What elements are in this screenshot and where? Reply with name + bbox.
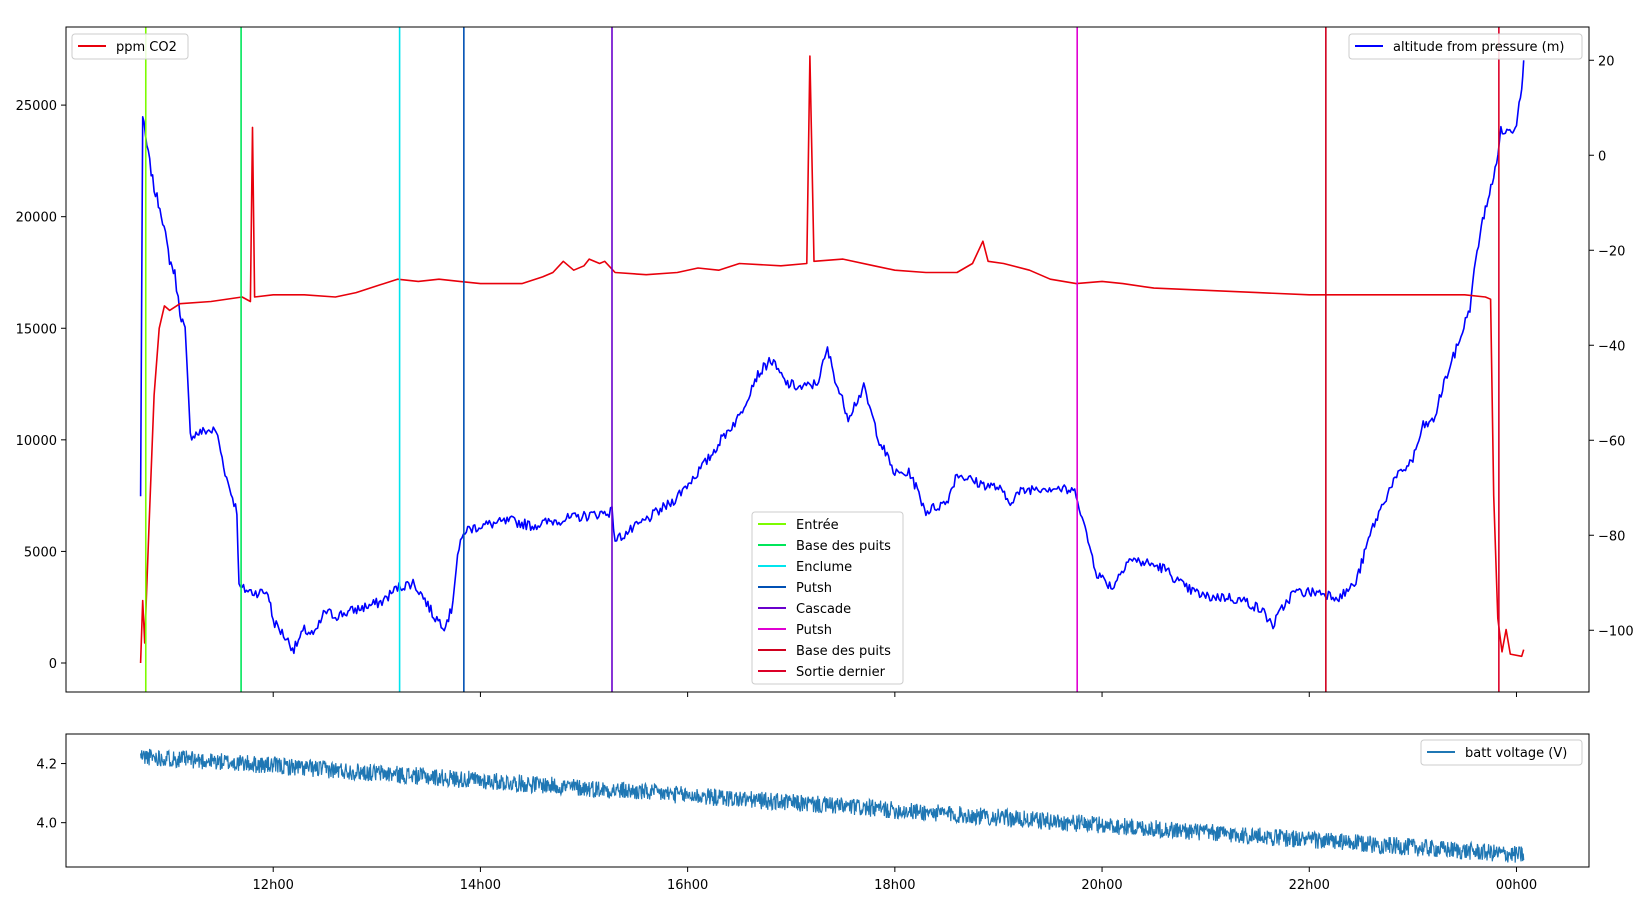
bottom-x-tick-label: 18h00 [874,878,915,893]
left-tick-label: 15000 [16,322,57,337]
series-co2 [139,55,1525,664]
legend-batt-box [1420,739,1583,766]
legend-events: Entrée Base des puits Enclume Putsh Cascade P… [751,511,904,685]
bottom-x-tick-label: 12h00 [253,878,294,893]
legend-event-label: Base des puits [796,539,891,554]
legend-batt: batt voltage (V) [1420,739,1583,766]
bottom-chart: 4.0 4.2 12h00 14h00 16h00 18h00 20h00 22h00 00h… [36,733,1590,893]
legend-event-label: Entrée [796,518,839,533]
legend-event-label: Putsh [796,623,832,638]
right-tick-label: −40 [1598,339,1625,354]
right-tick-label: −60 [1598,434,1625,449]
right-tick-label: −20 [1598,244,1625,259]
legend-events-rows: Entrée Base des puits Enclume Putsh Cascade P… [758,518,891,680]
bottom-x-tick-label: 22h00 [1289,878,1330,893]
legend-event-label: Sortie dernier [796,665,886,680]
legend-altitude-box [1348,33,1583,60]
bottom-y-tick-label: 4.0 [36,817,57,832]
legend-event-label: Putsh [796,581,832,596]
left-tick-label: 25000 [16,99,57,114]
left-tick-label: 10000 [16,434,57,449]
top-plot-border [65,26,1590,693]
bottom-x-axis: 12h00 14h00 16h00 18h00 20h00 22h00 00h00 [253,867,1537,893]
bottom-x-tick-label: 14h00 [460,878,501,893]
legend-co2: ppm CO2 [71,33,189,60]
right-tick-label: 20 [1598,54,1615,69]
top-right-axis: −100 −80 −60 −40 −20 0 20 [1589,54,1634,639]
legend-altitude: altitude from pressure (m) [1348,33,1583,60]
legend-event-label: Enclume [796,560,852,575]
left-tick-label: 20000 [16,211,57,226]
bottom-x-tick-label: 16h00 [667,878,708,893]
legend-batt-label: batt voltage (V) [1465,746,1567,761]
top-left-axis: 0 5000 10000 15000 20000 25000 [16,99,66,672]
series-altitude [139,60,1525,655]
left-tick-label: 5000 [24,545,57,560]
legend-altitude-label: altitude from pressure (m) [1393,40,1564,55]
legend-co2-label: ppm CO2 [116,40,177,55]
bottom-chart-data [140,748,1525,863]
legend-event-label: Cascade [796,602,851,617]
series-batt-voltage [140,748,1525,863]
legend-events-box [751,511,904,685]
bottom-x-tick-label: 00h00 [1496,878,1537,893]
top-x-axis [272,692,1517,697]
right-tick-label: 0 [1598,149,1606,164]
bottom-y-axis: 4.0 4.2 [36,758,66,832]
legend-event-label: Base des puits [796,644,891,659]
right-tick-label: −80 [1598,529,1625,544]
bottom-y-tick-label: 4.2 [36,758,57,773]
right-tick-label: −100 [1598,624,1634,639]
bottom-x-tick-label: 20h00 [1081,878,1122,893]
top-chart-data [139,27,1525,692]
legend-co2-box [71,33,189,60]
left-tick-label: 0 [49,657,57,672]
bottom-plot-border [65,733,1590,868]
